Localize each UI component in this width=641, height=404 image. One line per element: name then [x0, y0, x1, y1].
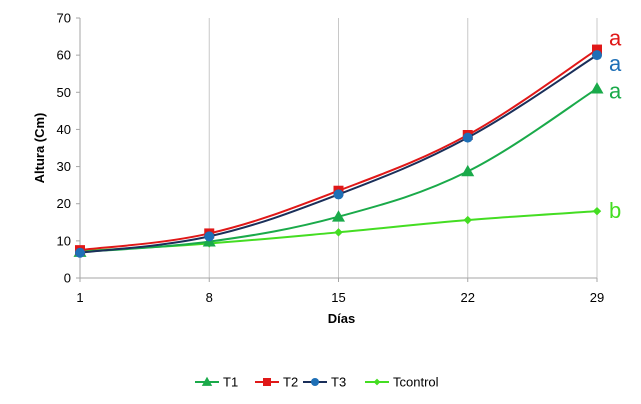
- x-tick-label: 8: [206, 290, 213, 305]
- legend-label-T1: T1: [223, 375, 238, 390]
- y-tick-label: 50: [57, 85, 71, 100]
- legend-item-T3: T3: [303, 375, 346, 390]
- x-axis-title: Días: [328, 311, 355, 326]
- x-tick-label: 1: [76, 290, 83, 305]
- legend-label-T2: T2: [283, 375, 298, 390]
- data-point-Tcontrol-15: [334, 228, 343, 237]
- y-tick-label: 40: [57, 122, 71, 137]
- annotation-T3: a: [609, 51, 622, 76]
- data-point-T3-1: [75, 247, 85, 258]
- y-tick-label: 70: [57, 11, 71, 26]
- data-point-T3-29: [592, 50, 602, 61]
- x-tick-label: 29: [590, 290, 604, 305]
- legend-item-Tcontrol: Tcontrol: [365, 375, 439, 390]
- legend-marker-Tcontrol: [373, 378, 381, 386]
- legend-marker-T2: [263, 378, 271, 386]
- y-axis-title: Altura (Cm): [32, 113, 47, 184]
- data-point-T1-29: [590, 82, 604, 94]
- annotation-Tcontrol: b: [609, 198, 621, 223]
- x-tick-labels: 1 8 15 22 29: [76, 278, 604, 305]
- legend-label-T3: T3: [331, 375, 346, 390]
- data-point-T1-15: [332, 210, 345, 222]
- y-tick-label: 30: [57, 159, 71, 174]
- legend-marker-T3: [311, 378, 319, 386]
- annotation-T2: a: [609, 26, 622, 51]
- legend-item-T1: T1: [195, 375, 238, 390]
- data-point-T3-22: [462, 132, 473, 143]
- y-tick-label: 10: [57, 233, 71, 248]
- y-tick-label: 0: [64, 271, 71, 286]
- data-point-T2-29: [592, 44, 602, 55]
- data-point-T3-8: [204, 231, 215, 242]
- y-tick-label: 60: [57, 48, 71, 63]
- y-tick-labels: 0 10 20 30 40 50 60 70: [57, 11, 80, 286]
- series: [73, 44, 604, 258]
- data-point-Tcontrol-22: [463, 215, 472, 225]
- data-point-Tcontrol-29: [592, 206, 602, 216]
- legend-marker-T1: [201, 376, 213, 386]
- x-tick-label: 22: [461, 290, 475, 305]
- y-tick-label: 20: [57, 196, 71, 211]
- legend-label-Tcontrol: Tcontrol: [393, 375, 439, 390]
- annotation-T1: a: [609, 79, 622, 104]
- data-point-T3-15: [333, 189, 344, 200]
- series-T3: [75, 50, 602, 258]
- x-tick-label: 15: [331, 290, 345, 305]
- legend: T1 T2 T3 Tcontrol: [195, 375, 439, 390]
- legend-item-T2: T2: [255, 375, 298, 390]
- data-point-T1-22: [461, 164, 475, 177]
